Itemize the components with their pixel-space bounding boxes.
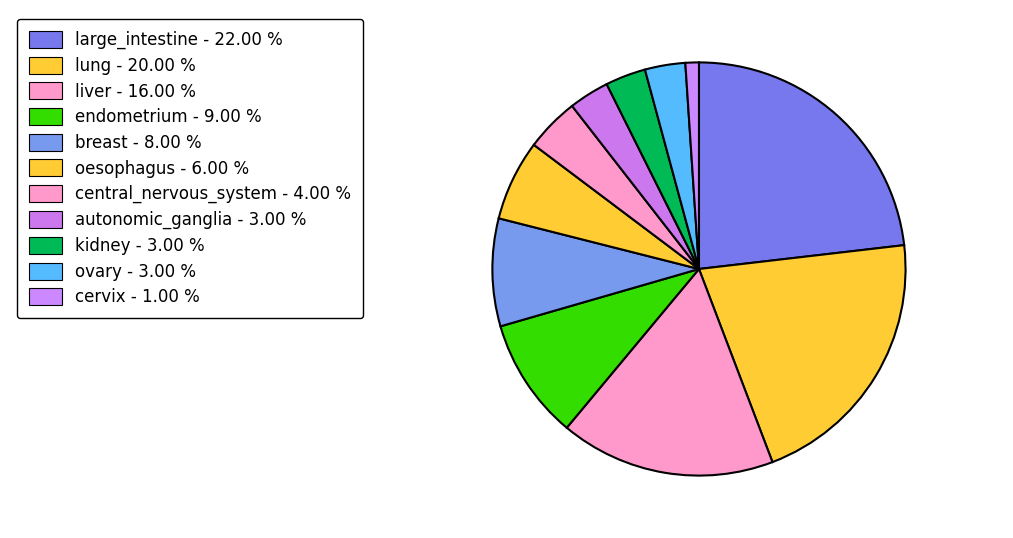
Wedge shape: [607, 69, 699, 269]
Wedge shape: [686, 62, 699, 269]
Wedge shape: [498, 145, 699, 269]
Wedge shape: [699, 62, 905, 269]
Wedge shape: [645, 63, 699, 269]
Wedge shape: [699, 245, 906, 462]
Wedge shape: [492, 218, 699, 327]
Wedge shape: [534, 106, 699, 269]
Legend: large_intestine - 22.00 %, lung - 20.00 %, liver - 16.00 %, endometrium - 9.00 %: large_intestine - 22.00 %, lung - 20.00 …: [17, 19, 363, 318]
Wedge shape: [566, 269, 773, 476]
Wedge shape: [572, 84, 699, 269]
Wedge shape: [500, 269, 699, 428]
